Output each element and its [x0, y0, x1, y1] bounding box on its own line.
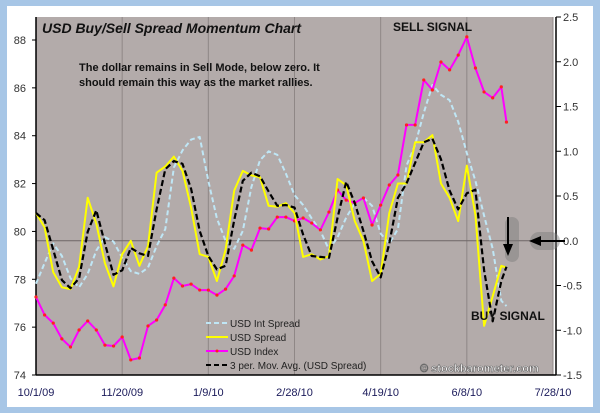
- usd-index-point: [249, 248, 254, 252]
- usd-index-point: [482, 90, 486, 94]
- usd-index-point: [146, 324, 150, 328]
- usd-index-point: [86, 319, 90, 323]
- legend: USD Int Spread USD Spread USD Index 3 pe…: [206, 319, 366, 372]
- usd-index-point: [387, 183, 391, 187]
- down-arrow-icon: [503, 217, 519, 262]
- usd-index-point: [430, 88, 434, 92]
- right-tick-label: 0.5: [563, 191, 578, 203]
- usd-index-point: [327, 210, 331, 214]
- right-tick-label: 0.0: [563, 236, 578, 248]
- x-tick-label: 10/1/09: [18, 387, 55, 399]
- buy-signal-label: BUY SIGNAL: [471, 309, 545, 323]
- left-tick-label: 78: [14, 274, 26, 286]
- series-line-usd-index: [35, 35, 508, 361]
- x-tick-label: 6/8/10: [452, 387, 483, 399]
- usd-index-point: [310, 221, 314, 225]
- usd-index-point: [422, 78, 426, 82]
- usd-index-point: [43, 313, 47, 317]
- usd-index-point: [137, 356, 141, 360]
- right-tick-label: 1.5: [563, 102, 578, 114]
- right-tick-label: -0.5: [563, 281, 582, 293]
- right-tick-label: 2.5: [563, 12, 578, 24]
- usd-index-point: [241, 243, 245, 247]
- usd-index-point: [103, 343, 107, 347]
- usd-index-point: [111, 344, 116, 348]
- legend-label-index: USD Index: [230, 347, 278, 358]
- usd-index-point: [180, 284, 185, 288]
- usd-index-point: [189, 282, 193, 286]
- series-line-3-per-mov-avg-usd-spread: [35, 137, 508, 323]
- usd-index-point: [370, 223, 374, 227]
- left-tick-label: 80: [14, 226, 26, 238]
- left-tick-label: 84: [14, 131, 26, 143]
- left-tick-label: 86: [14, 83, 26, 95]
- right-tick-label: -1.0: [563, 325, 582, 337]
- usd-index-point: [456, 53, 460, 57]
- usd-index-point: [404, 123, 409, 127]
- usd-index-point: [223, 287, 228, 291]
- usd-index-point: [499, 85, 503, 89]
- right-tick-label: -1.5: [563, 370, 582, 382]
- series-line-usd-int-spread: [35, 84, 508, 307]
- usd-index-point: [198, 288, 202, 292]
- x-tick-label: 7/28/10: [535, 387, 572, 399]
- usd-index-point: [396, 173, 400, 177]
- usd-index-point: [77, 328, 81, 332]
- usd-index-point: [318, 228, 322, 232]
- right-tick-label: 2.0: [563, 57, 578, 69]
- legend-label-moving-avg: 3 per. Mov. Avg. (USD Spread): [230, 361, 366, 372]
- usd-index-point: [215, 293, 219, 297]
- legend-label-spread: USD Spread: [230, 333, 286, 344]
- usd-index-point: [129, 358, 133, 362]
- left-tick-label: 82: [14, 179, 26, 191]
- x-tick-label: 2/28/10: [276, 387, 313, 399]
- usd-index-point: [344, 198, 348, 202]
- usd-index-point: [172, 276, 176, 280]
- series-line-usd-spread: [35, 134, 507, 327]
- x-tick-label: 1/9/10: [193, 387, 224, 399]
- usd-index-point: [448, 68, 452, 72]
- usd-index-point: [379, 203, 383, 207]
- left-tick-label: 88: [14, 35, 26, 47]
- series-layer: [34, 35, 509, 362]
- legend-label-int-spread: USD Int Spread: [230, 319, 300, 330]
- gridlines: [36, 17, 554, 375]
- chart-title: USD Buy/Sell Spread Momentum Chart: [42, 20, 302, 36]
- legend-marker-index: [215, 349, 219, 353]
- left-tick-label: 76: [14, 322, 26, 334]
- usd-index-point: [94, 328, 98, 332]
- sell-signal-label: SELL SIGNAL: [393, 20, 472, 34]
- usd-index-point: [206, 288, 210, 292]
- annotation-line-2: should remain this way as the market ral…: [79, 77, 313, 89]
- usd-index-point: [120, 335, 124, 339]
- usd-index-point: [163, 303, 167, 307]
- usd-index-point: [301, 216, 305, 220]
- usd-index-point: [465, 35, 469, 39]
- usd-index-point: [504, 120, 509, 124]
- usd-index-point: [361, 196, 366, 200]
- usd-index-point: [68, 345, 73, 349]
- usd-index-point: [284, 215, 288, 219]
- left-tick-label: 74: [14, 370, 26, 382]
- usd-index-point: [275, 215, 279, 219]
- usd-index-point: [267, 227, 271, 231]
- x-tick-label: 11/20/09: [101, 387, 143, 399]
- left-arrow-icon: [529, 232, 565, 250]
- right-tick-label: 1.0: [563, 146, 578, 158]
- usd-index-point: [439, 60, 443, 64]
- usd-index-point: [155, 318, 159, 322]
- x-tick-label: 4/19/10: [362, 387, 399, 399]
- watermark: © stockbarometer.com: [420, 363, 539, 375]
- annotation-line-1: The dollar remains in Sell Mode, below z…: [79, 62, 320, 74]
- usd-index-point: [491, 96, 495, 100]
- axes: 10/1/09 11/20/09 1/9/10 2/28/10 4/19/10 6/8/1…: [14, 12, 582, 399]
- usd-index-point: [34, 295, 38, 299]
- usd-index-point: [473, 66, 478, 70]
- usd-index-point: [258, 226, 262, 230]
- usd-index-point: [232, 274, 236, 278]
- usd-index-point: [60, 337, 64, 341]
- usd-index-point: [413, 123, 417, 127]
- usd-index-point: [51, 321, 55, 325]
